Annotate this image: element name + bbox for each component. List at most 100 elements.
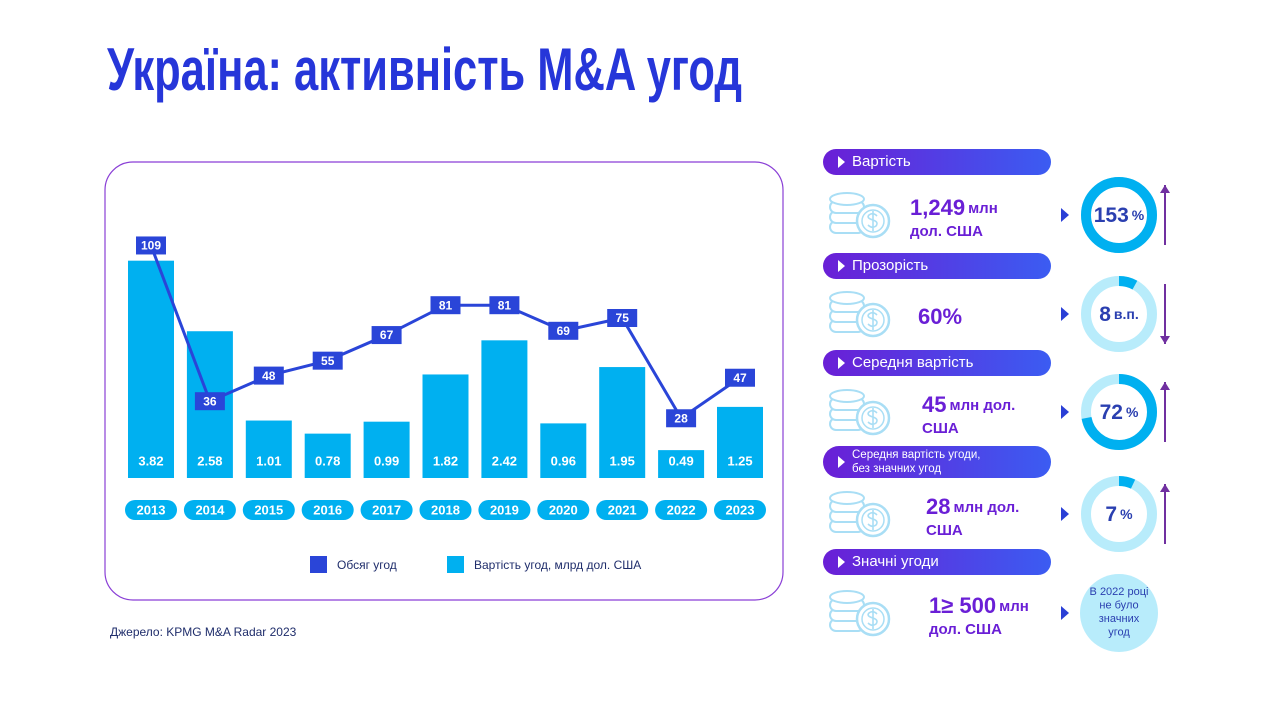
bar: [540, 423, 587, 478]
x-tick-label: 2014: [195, 502, 225, 517]
x-tick-label: 2017: [372, 502, 401, 517]
pointer-triangle: [1061, 606, 1069, 620]
bar-value-label: 1.95: [610, 453, 635, 468]
change-label: 8 в.п.: [1099, 303, 1139, 326]
amount-value: 45: [922, 392, 946, 417]
section-header-text: Прозорість: [852, 257, 928, 274]
line-marker: [489, 296, 520, 315]
category-pill: [419, 500, 472, 520]
coin-inner: [861, 308, 885, 332]
source: Джерело: KPMG M&A Radar 2023: [110, 625, 297, 639]
bar: [658, 450, 705, 478]
dollar-sign: [867, 408, 878, 428]
change-value: 8: [1099, 303, 1111, 326]
amount: 45 млн дол.: [922, 392, 1015, 417]
amount: 1≥ 500 млн: [929, 593, 1029, 618]
line-value-label: 36: [203, 394, 217, 408]
legend-label: Вартість угод, млрд дол. США: [474, 558, 641, 572]
amount-unit: млн: [999, 598, 1029, 615]
category-pill: [360, 500, 413, 520]
ring-arc: [1081, 476, 1157, 552]
bar: [304, 433, 351, 478]
note-text: В 2022 році: [1090, 586, 1149, 598]
change-value: 72: [1100, 401, 1123, 424]
category-pill: [596, 500, 649, 520]
bar-value-label: 0.78: [315, 453, 340, 468]
section-header-text: Вартість: [852, 153, 911, 170]
amount-line2: США: [926, 522, 963, 539]
coin-inner: [861, 406, 885, 430]
category-pill: [183, 500, 236, 520]
category-pill: [242, 500, 295, 520]
direction-arrow-head: [1160, 336, 1170, 344]
amount-unit: млн дол.: [953, 499, 1019, 516]
x-tick-label: 2016: [313, 502, 342, 517]
note-text: не було: [1099, 599, 1138, 611]
section-header-text: без значних угод: [852, 463, 941, 475]
ring-arc: [1081, 276, 1157, 352]
section-header-text: Значні угоди: [852, 553, 939, 570]
amount-value: 1≥ 500: [929, 593, 996, 618]
category-pill: [125, 500, 177, 520]
bar-value-label: 1.82: [433, 453, 458, 468]
x-tick-label: 2018: [431, 502, 460, 517]
section-header: [823, 549, 1051, 575]
change-label: 7%: [1105, 503, 1133, 526]
x-tick-label: 2013: [137, 502, 166, 517]
coin-icon: [829, 291, 891, 338]
coin-icon: [829, 590, 891, 637]
category-pill: [537, 500, 590, 520]
dollar-sign: [867, 510, 878, 530]
header-triangle: [838, 156, 845, 168]
slide-title: Україна: активність M&A угод: [107, 36, 742, 103]
category-pill: [301, 500, 354, 520]
bar: [363, 421, 410, 478]
line-value-label: 67: [380, 328, 394, 342]
x-tick-label: 2021: [608, 502, 637, 517]
note-text: значних: [1099, 613, 1140, 625]
change-value: 7: [1105, 503, 1117, 526]
amount: 60%: [918, 304, 962, 329]
line-value-label: 55: [321, 354, 335, 368]
line-marker: [548, 321, 579, 340]
x-tick-label: 2023: [726, 502, 755, 517]
coin-top: [829, 389, 865, 403]
coin-inner: [861, 607, 885, 631]
change-value: 153: [1094, 204, 1129, 227]
amount-line2: дол. США: [910, 223, 983, 240]
pointer-triangle: [1061, 307, 1069, 321]
line-marker: [666, 409, 697, 428]
ring-arc: [1081, 177, 1157, 253]
line-value-label: 81: [498, 298, 512, 312]
bar: [245, 420, 292, 478]
line-marker: [607, 309, 638, 327]
bar: [717, 406, 763, 478]
amount-value: 28: [926, 494, 950, 519]
pointer-triangle: [1061, 405, 1069, 419]
section-header: [823, 350, 1051, 376]
bar-value-label: 0.96: [551, 453, 576, 468]
amount-value: 60%: [918, 304, 962, 329]
bar: [128, 260, 174, 478]
x-tick-label: 2020: [549, 502, 578, 517]
coin-inner: [861, 508, 885, 532]
line-value-label: 28: [674, 411, 688, 425]
bar-value-label: 0.99: [374, 453, 399, 468]
line-value-label: 75: [616, 311, 630, 325]
section-header: [823, 446, 1051, 478]
bar: [599, 367, 646, 478]
direction-arrow-head: [1160, 185, 1170, 193]
change-label: 153%: [1094, 204, 1145, 227]
line-value-label: 48: [262, 369, 276, 383]
change-label: 72%: [1100, 401, 1139, 424]
section-header: [823, 149, 1051, 175]
header-triangle: [838, 260, 845, 272]
line-marker: [371, 326, 402, 345]
dollar-sign: [867, 310, 878, 330]
line-marker: [194, 392, 225, 411]
coin-icon: [829, 389, 891, 436]
section-header: [823, 253, 1051, 279]
bar: [481, 340, 528, 478]
legend-swatch: [447, 556, 464, 573]
